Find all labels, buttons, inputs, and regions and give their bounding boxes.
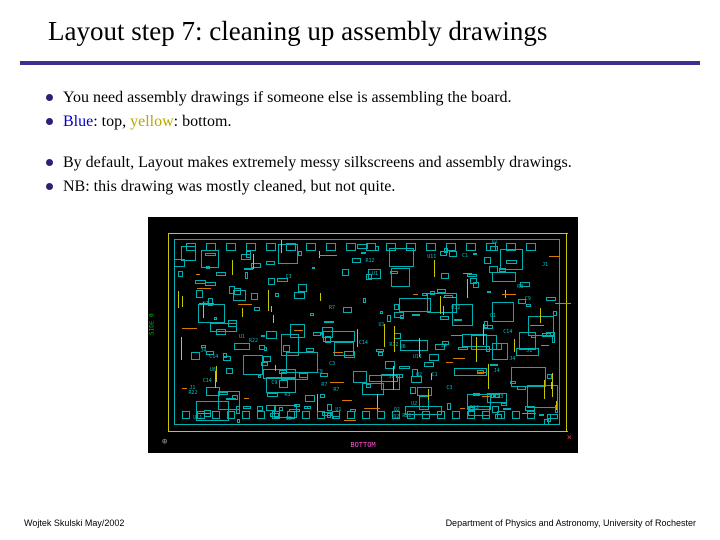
bullet-item: By default, Layout makes extremely messy… bbox=[46, 152, 680, 174]
pcb-assembly-drawing: SIDE 0 BOTTOM ⊕ × U1J4C14J1R22R12U11R7C9… bbox=[148, 217, 578, 453]
bullet-text: You need assembly drawings if someone el… bbox=[63, 87, 680, 109]
footer-right: Department of Physics and Astronomy, Uni… bbox=[446, 518, 696, 528]
bullet-text: NB: this drawing was mostly cleaned, but… bbox=[63, 176, 680, 198]
bullet-icon bbox=[46, 94, 53, 101]
yellow-word: yellow bbox=[130, 113, 174, 130]
text-fragment: : bottom. bbox=[174, 113, 232, 130]
content-area: You need assembly drawings if someone el… bbox=[0, 65, 720, 453]
pcb-container: SIDE 0 BOTTOM ⊕ × U1J4C14J1R22R12U11R7C9… bbox=[46, 217, 680, 453]
bullet-group-2: By default, Layout makes extremely messy… bbox=[46, 152, 680, 197]
pcb-side-label: SIDE 0 bbox=[149, 314, 156, 336]
bullet-text: Blue: top, yellow: bottom. bbox=[63, 111, 680, 133]
bullet-text: By default, Layout makes extremely messy… bbox=[63, 152, 680, 174]
text-fragment: : top, bbox=[93, 113, 130, 130]
corner-mark-icon: × bbox=[567, 433, 572, 443]
page-title: Layout step 7: cleaning up assembly draw… bbox=[0, 0, 720, 57]
blue-word: Blue bbox=[63, 113, 93, 130]
bullet-group-1: You need assembly drawings if someone el… bbox=[46, 87, 680, 132]
bullet-icon bbox=[46, 118, 53, 125]
bullet-item: Blue: top, yellow: bottom. bbox=[46, 111, 680, 133]
footer: Wojtek Skulski May/2002 Department of Ph… bbox=[0, 518, 720, 528]
bullet-item: NB: this drawing was mostly cleaned, but… bbox=[46, 176, 680, 198]
pcb-bottom-label: BOTTOM bbox=[350, 441, 375, 449]
bullet-item: You need assembly drawings if someone el… bbox=[46, 87, 680, 109]
bullet-icon bbox=[46, 159, 53, 166]
footer-left: Wojtek Skulski May/2002 bbox=[24, 518, 124, 528]
bullet-icon bbox=[46, 183, 53, 190]
corner-mark-icon: ⊕ bbox=[162, 437, 167, 447]
